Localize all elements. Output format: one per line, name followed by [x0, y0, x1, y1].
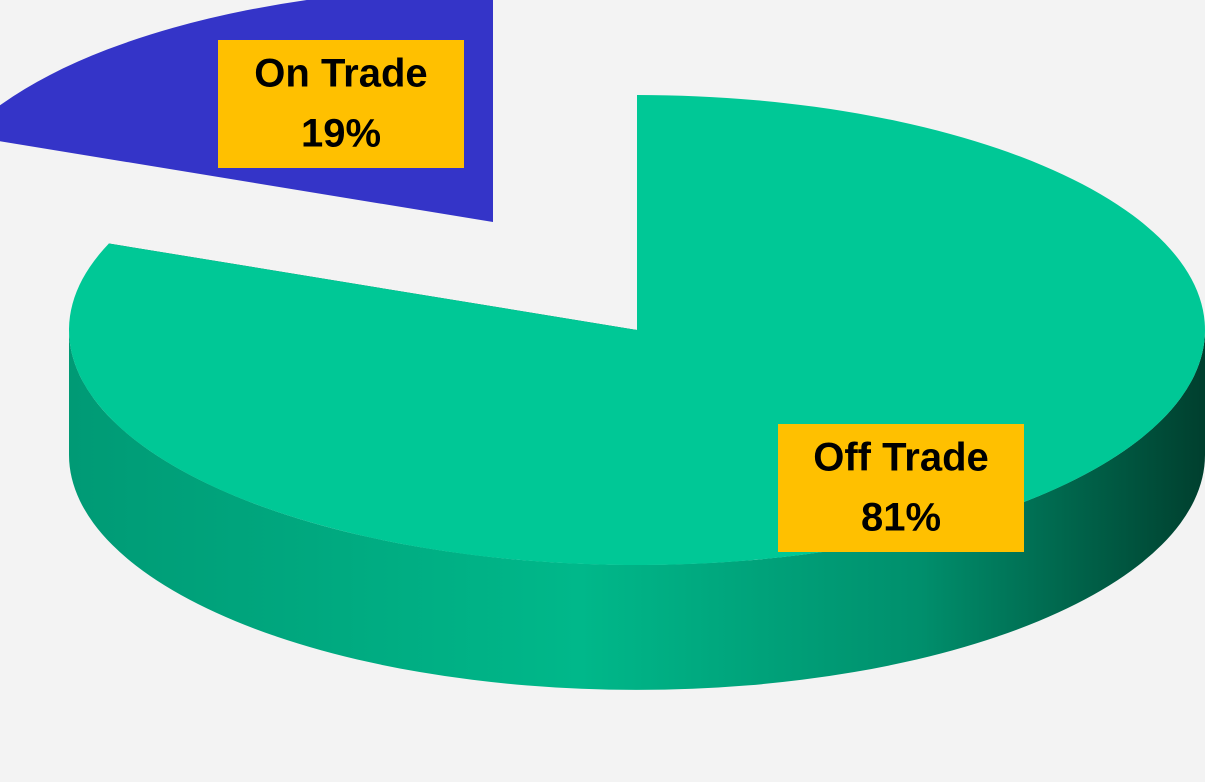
category-label: Off Trade	[813, 436, 989, 480]
category-label: On Trade	[254, 52, 427, 96]
slice-side	[69, 330, 1205, 690]
label-box	[218, 40, 464, 168]
label-box	[778, 424, 1024, 552]
slice	[68, 95, 1205, 690]
value-label: 19%	[301, 112, 381, 156]
value-label: 81%	[861, 496, 941, 540]
